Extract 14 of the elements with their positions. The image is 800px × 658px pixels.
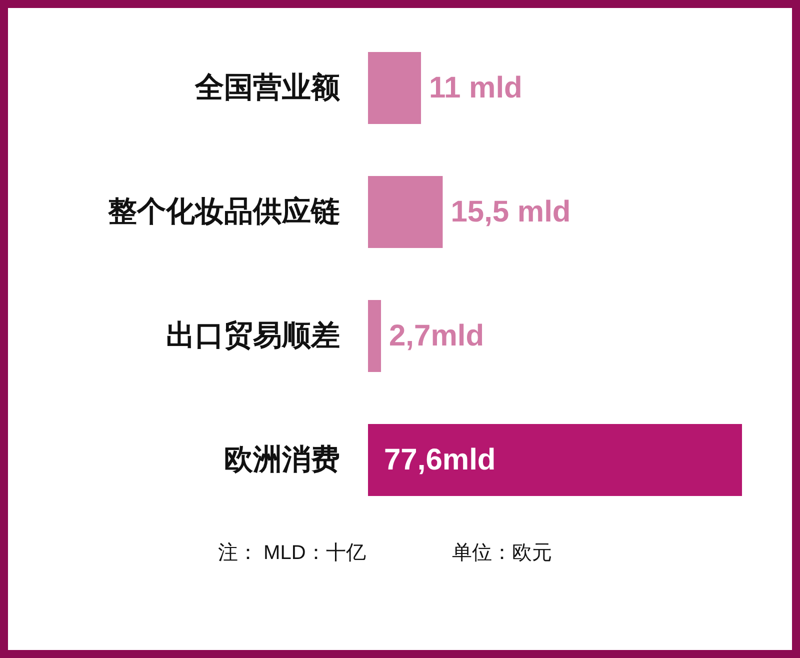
bar xyxy=(368,424,742,496)
y-tick-label: 全国营业额 xyxy=(194,71,341,104)
data-label: 2,7mld xyxy=(389,320,484,352)
y-tick-label: 出口贸易顺差 xyxy=(166,320,340,352)
bar xyxy=(368,176,443,248)
data-label: 77,6mld xyxy=(384,444,496,476)
data-label: 15,5 mld xyxy=(450,196,571,228)
y-tick-label: 整个化妆品供应链 xyxy=(107,195,340,228)
bar xyxy=(368,300,382,372)
bar xyxy=(368,52,422,124)
data-label: 11 mld xyxy=(429,72,522,104)
text: 单位：欧元 xyxy=(452,542,552,564)
y-tick-label: 欧洲消费 xyxy=(224,444,340,476)
text: 注： MLD：十亿 xyxy=(218,542,366,564)
